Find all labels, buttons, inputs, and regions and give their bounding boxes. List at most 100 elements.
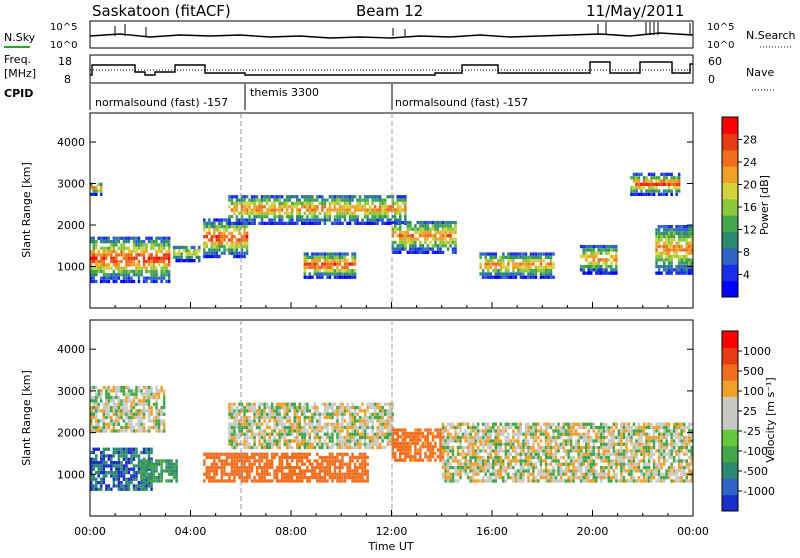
- velocity-cell: [336, 433, 339, 436]
- velocity-cell: [570, 423, 573, 426]
- velocity-cell: [525, 443, 528, 446]
- velocity-cell: [567, 426, 570, 429]
- velocity-cell: [457, 479, 460, 482]
- power-cell: [648, 183, 651, 186]
- velocity-cell: [155, 463, 158, 466]
- velocity-cell: [248, 469, 251, 472]
- velocity-cell: [485, 439, 488, 442]
- velocity-cell: [316, 429, 319, 432]
- velocity-cell: [457, 466, 460, 469]
- velocity-cell: [633, 459, 636, 462]
- velocity-cell: [583, 436, 586, 439]
- power-cell: [233, 228, 236, 231]
- velocity-cell: [349, 423, 352, 426]
- velocity-cell: [547, 439, 550, 442]
- velocity-cell: [618, 463, 621, 466]
- power-cell: [243, 218, 246, 221]
- power-cell: [663, 258, 666, 261]
- velocity-cell: [474, 463, 477, 466]
- velocity-cell: [527, 426, 530, 429]
- power-cell: [123, 247, 126, 250]
- velocity-cell: [291, 466, 294, 469]
- velocity-cell: [243, 459, 246, 462]
- velocity-cell: [547, 463, 550, 466]
- velocity-cell: [570, 439, 573, 442]
- power-cell: [351, 272, 354, 275]
- power-cell: [495, 252, 498, 255]
- velocity-cell: [575, 439, 578, 442]
- power-cell: [331, 266, 334, 269]
- velocity-cell: [236, 469, 239, 472]
- velocity-cell: [439, 432, 442, 435]
- velocity-cell: [361, 426, 364, 429]
- velocity-cell: [253, 463, 256, 466]
- velocity-cell: [258, 459, 261, 462]
- power-cell: [93, 247, 96, 250]
- velocity-cell: [336, 423, 339, 426]
- power-cell: [613, 245, 616, 248]
- velocity-cell: [281, 433, 284, 436]
- power-cell: [95, 186, 98, 189]
- velocity-cell: [110, 461, 113, 464]
- velocity-cell: [311, 463, 314, 466]
- velocity-cell: [105, 488, 108, 491]
- velocity-cell: [294, 469, 297, 472]
- velocity-cell: [648, 446, 651, 449]
- power-cell: [550, 252, 553, 255]
- velocity-cell: [520, 423, 523, 426]
- velocity-cell: [623, 429, 626, 432]
- velocity-cell: [474, 436, 477, 439]
- velocity-cell: [356, 426, 359, 429]
- power-cell: [437, 251, 440, 254]
- velocity-cell: [311, 429, 314, 432]
- power-cell: [349, 222, 352, 225]
- velocity-cell: [537, 449, 540, 452]
- velocity-cell: [140, 484, 143, 487]
- velocity-cell: [583, 463, 586, 466]
- velocity-cell: [289, 409, 292, 412]
- power-cell: [354, 269, 357, 272]
- power-cell: [281, 205, 284, 208]
- power-cell: [630, 193, 633, 196]
- velocity-cell: [555, 459, 558, 462]
- velocity-cell: [575, 433, 578, 436]
- power-cell: [306, 256, 309, 259]
- velocity-cell: [228, 463, 231, 466]
- power-cell: [525, 276, 528, 279]
- power-cell: [452, 228, 455, 231]
- velocity-cell: [482, 443, 485, 446]
- velocity-cell: [525, 436, 528, 439]
- velocity-cell: [547, 449, 550, 452]
- velocity-cell: [120, 448, 123, 451]
- velocity-cell: [334, 466, 337, 469]
- velocity-cell: [233, 403, 236, 406]
- velocity-cell: [246, 426, 249, 429]
- velocity-cell: [316, 479, 319, 482]
- power-cell: [336, 276, 339, 279]
- power-cell: [658, 232, 661, 235]
- colorbar-tick-label: 28: [743, 134, 757, 147]
- velocity-cell: [643, 426, 646, 429]
- velocity-cell: [454, 433, 457, 436]
- velocity-cell: [346, 469, 349, 472]
- power-cell: [160, 267, 163, 270]
- velocity-cell: [228, 413, 231, 416]
- velocity-cell: [130, 448, 133, 451]
- velocity-cell: [417, 432, 420, 435]
- power-cell: [306, 205, 309, 208]
- power-cell: [510, 272, 512, 275]
- power-cell: [670, 262, 673, 265]
- velocity-cell: [620, 439, 623, 442]
- velocity-cell: [580, 469, 583, 472]
- power-cell: [271, 218, 274, 221]
- velocity-cell: [336, 473, 339, 476]
- velocity-cell: [294, 429, 297, 432]
- power-cell: [517, 256, 520, 259]
- nave-tick-top: 60: [708, 55, 722, 68]
- power-cell: [241, 222, 244, 225]
- velocity-cell: [389, 416, 392, 419]
- velocity-cell: [123, 454, 126, 457]
- velocity-cell: [108, 471, 111, 474]
- velocity-cell: [650, 473, 653, 476]
- velocity-cell: [206, 456, 209, 459]
